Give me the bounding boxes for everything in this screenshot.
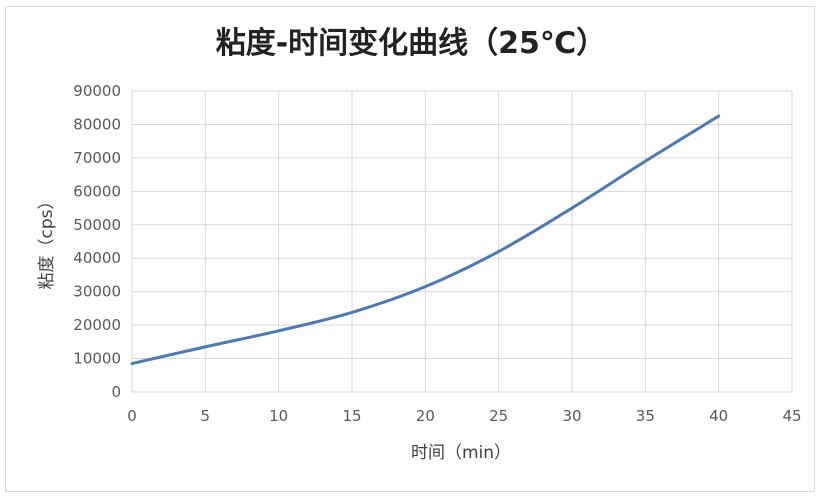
- grid-lines: [131, 90, 793, 393]
- y-tick-label: 40000: [73, 249, 121, 267]
- y-tick-label: 50000: [73, 216, 121, 234]
- chart-title: 粘度-时间变化曲线（25℃）: [215, 26, 607, 61]
- x-axis-label: 时间（min）: [411, 443, 511, 463]
- y-tick-label: 70000: [73, 149, 121, 167]
- x-tick-label: 10: [269, 407, 288, 425]
- y-tick-label: 0: [111, 383, 121, 401]
- y-tick-label: 90000: [73, 82, 121, 100]
- y-axis-label: 粘度（cps）: [37, 193, 57, 290]
- y-tick-label: 60000: [73, 182, 121, 200]
- x-tick-label: 35: [636, 407, 655, 425]
- x-tick-label: 5: [201, 407, 211, 425]
- y-tick-label: 10000: [73, 350, 121, 368]
- x-tick-label: 45: [782, 407, 801, 425]
- x-tick-label: 25: [489, 407, 508, 425]
- x-tick-label: 15: [342, 407, 361, 425]
- x-tick-label: 20: [416, 407, 435, 425]
- y-axis-ticks: 0 10000 20000 30000 40000 50000 60000 70000 8000…: [73, 82, 121, 401]
- x-tick-label: 40: [709, 407, 728, 425]
- x-tick-label: 0: [127, 407, 137, 425]
- x-tick-label: 30: [562, 407, 581, 425]
- chart-frame: [5, 6, 815, 492]
- x-axis-ticks: 0 5 10 15 20 25 30 35 40 45: [127, 407, 801, 425]
- y-tick-label: 20000: [73, 316, 121, 334]
- y-tick-label: 30000: [73, 283, 121, 301]
- series-line: [130, 114, 721, 366]
- y-tick-label: 80000: [73, 115, 121, 133]
- series-lines: [130, 114, 721, 366]
